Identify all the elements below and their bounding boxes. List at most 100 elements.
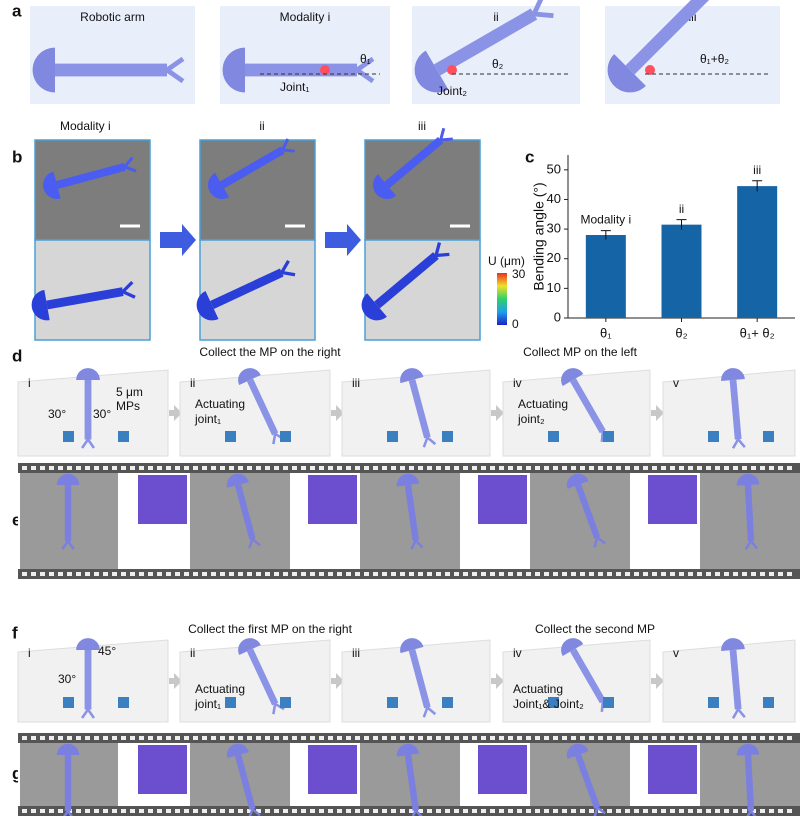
micrograph	[34, 139, 151, 241]
arm-gripper	[731, 438, 746, 449]
film-hole	[643, 466, 648, 470]
film-hole	[373, 572, 378, 576]
arm-head	[361, 293, 387, 321]
film-hole	[436, 809, 441, 813]
annotation: Joint₁& Joint₂	[513, 697, 584, 711]
film-hole	[94, 736, 99, 740]
arm-gripper	[281, 138, 295, 153]
stage	[662, 369, 796, 457]
film-hole	[562, 466, 567, 470]
film-hole	[337, 809, 342, 813]
robot-arm	[736, 473, 760, 550]
film-hole	[193, 572, 198, 576]
film-hole	[643, 736, 648, 740]
arm-head	[736, 743, 760, 756]
film-hole	[319, 572, 324, 576]
film-hole	[49, 736, 54, 740]
film-hole	[58, 736, 63, 740]
film-hole	[436, 736, 441, 740]
film-hole	[427, 736, 432, 740]
film-hole	[166, 809, 171, 813]
bar-annotation: iii	[753, 163, 761, 177]
arm-head	[222, 47, 245, 93]
arm-head	[238, 368, 261, 386]
arm-head	[561, 368, 584, 386]
arm-head	[721, 368, 745, 382]
film-hole	[391, 809, 396, 813]
film-hole	[697, 572, 702, 576]
arm-head	[721, 638, 745, 652]
film-hole	[319, 736, 324, 740]
film-hole	[508, 736, 513, 740]
film-hole	[166, 466, 171, 470]
film-hole	[130, 809, 135, 813]
particle-box	[225, 431, 236, 442]
film-hole	[742, 736, 747, 740]
film-hole	[760, 572, 765, 576]
film-hole	[148, 572, 153, 576]
arm-body	[744, 754, 755, 812]
film-hole	[697, 466, 702, 470]
film-hole	[742, 809, 747, 813]
film-hole	[688, 736, 693, 740]
y-tick-label: 30	[547, 221, 561, 236]
film-hole	[544, 572, 549, 576]
film-hole	[400, 572, 405, 576]
robot-arm	[32, 47, 185, 93]
film-hole	[733, 736, 738, 740]
arm-body	[84, 380, 92, 440]
arm-head	[43, 171, 61, 199]
film-hole	[661, 736, 666, 740]
film-hole	[607, 572, 612, 576]
joint-label: Joint₁	[280, 80, 309, 94]
robot-arm	[373, 127, 453, 199]
film-hole	[175, 809, 180, 813]
arm-gripper	[731, 708, 746, 719]
colorbar-title: U (μm)	[488, 254, 525, 268]
film-hole	[292, 572, 297, 576]
film-hole	[787, 572, 792, 576]
film-hole	[481, 736, 486, 740]
film-hole	[211, 572, 216, 576]
film-hole	[652, 809, 657, 813]
film-hole	[256, 466, 261, 470]
film-hole	[769, 466, 774, 470]
annotation: Actuating	[195, 397, 245, 411]
film-hole	[229, 572, 234, 576]
arm-body	[574, 483, 601, 539]
arm-body	[433, 8, 538, 76]
film-hole	[544, 736, 549, 740]
film-hole	[301, 466, 306, 470]
film-hole	[103, 809, 108, 813]
bar	[585, 235, 626, 318]
panel-label: b	[12, 147, 22, 166]
particle-box	[708, 431, 719, 442]
film-hole	[652, 466, 657, 470]
arm-gripper	[81, 708, 95, 719]
panel-label: a	[12, 1, 22, 20]
film-hole	[40, 572, 45, 576]
particle-box	[225, 697, 236, 708]
film-hole	[688, 572, 693, 576]
film-hole	[22, 736, 27, 740]
bar	[737, 186, 778, 318]
film-hole	[481, 466, 486, 470]
arrow	[169, 405, 182, 421]
film-hole	[373, 809, 378, 813]
particle-box	[280, 431, 291, 442]
arm-head	[226, 473, 249, 488]
film-hole	[409, 466, 414, 470]
annotation: 45°	[98, 644, 116, 658]
film-hole	[337, 572, 342, 576]
film-hole	[418, 572, 423, 576]
film-hole	[184, 809, 189, 813]
film-hole	[688, 466, 693, 470]
film-hole	[715, 572, 720, 576]
arm-head	[414, 50, 449, 93]
inset	[648, 475, 697, 524]
film-hole	[157, 466, 162, 470]
film-hole	[238, 466, 243, 470]
film-hole	[589, 572, 594, 576]
film-hole	[481, 809, 486, 813]
arm-gripper	[272, 702, 285, 715]
